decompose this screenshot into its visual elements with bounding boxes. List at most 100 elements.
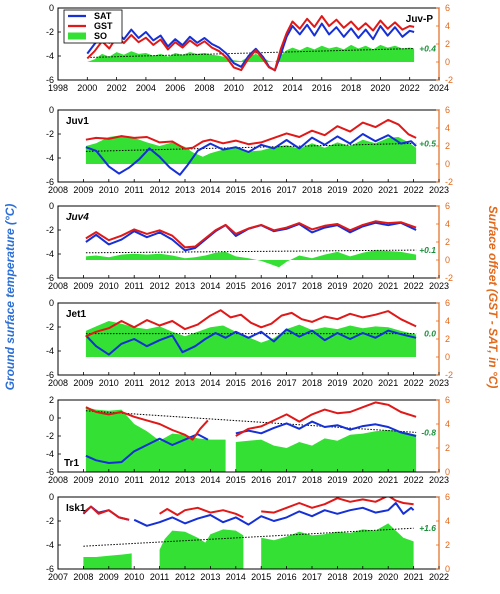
trend-line	[85, 142, 417, 152]
y-left-tick-label: 0	[49, 492, 54, 502]
y-left-tick-label: -6	[46, 467, 54, 477]
x-tick-label: 2014	[226, 572, 246, 582]
x-tick-label: 2023	[429, 281, 449, 291]
x-tick-label: 2021	[378, 281, 398, 291]
x-tick-label: 2012	[175, 572, 195, 582]
legend-swatch-so	[68, 32, 86, 40]
x-tick-label: 2019	[327, 475, 347, 485]
x-tick-label: 2022	[404, 281, 424, 291]
chart-panels: 1998 2000 2002 2004 2006 2008 2010 2012 2014 2016…	[46, 3, 453, 582]
plot-body	[82, 497, 415, 569]
x-tick-label: 2016	[251, 378, 271, 388]
trend-value-label: 0.0	[424, 329, 436, 339]
x-tick-label: 2017	[277, 185, 297, 195]
y-left-tick-label: 2	[49, 395, 54, 405]
x-tick-label: 2009	[73, 475, 93, 485]
panel-label: Juv4	[66, 212, 89, 223]
x-tick-label: 2009	[73, 378, 93, 388]
x-tick-label: 2021	[378, 378, 398, 388]
sat-line	[85, 328, 417, 356]
legend-label-sat: SAT	[94, 11, 112, 21]
x-tick-label: 2022	[429, 572, 449, 582]
x-tick-label: 2015	[226, 185, 246, 195]
x-tick-label: 2008	[73, 572, 93, 582]
sat-line	[86, 22, 415, 72]
x-tick-label: 1998	[48, 83, 68, 93]
y-axis-left-label: Ground surface temperature (°C)	[3, 204, 17, 391]
x-tick-label: 2013	[175, 185, 195, 195]
y-left-tick-label: -6	[46, 75, 54, 85]
y-right-tick-label: 2	[445, 39, 450, 49]
y-right-tick-label: 0	[445, 57, 450, 67]
x-tick-label: 2011	[150, 572, 169, 582]
gst-line	[235, 401, 417, 437]
y-left-tick-label: 0	[49, 105, 54, 115]
y-right-tick-label: -2	[445, 75, 453, 85]
y-right-tick-label: 6	[445, 298, 450, 308]
so-area	[235, 430, 417, 472]
x-tick-label: 2019	[353, 572, 373, 582]
gst-line	[82, 505, 130, 521]
sat-line	[235, 420, 417, 437]
x-tick-label: 2000	[77, 83, 97, 93]
x-tick-label: 2011	[125, 475, 144, 485]
panel-juv1: 2008 2009 2010 2011 2012 2013 2014 2015 2016 2017…	[46, 105, 453, 195]
trend-value-label: +0.5	[419, 138, 436, 148]
trend-value-label: +0.4	[419, 44, 436, 54]
y-right-tick-label: -2	[445, 370, 453, 380]
x-tick-label: 2010	[99, 185, 119, 195]
x-tick-label: 2018	[302, 185, 322, 195]
so-area	[83, 553, 132, 569]
x-tick-label: 2022	[404, 475, 424, 485]
x-tick-label: 2016	[251, 475, 271, 485]
x-tick-label: 2016	[251, 281, 271, 291]
sat-line	[85, 221, 417, 252]
y-left-tick-label: -4	[46, 346, 54, 356]
y-right-tick-label: 4	[445, 219, 450, 229]
plot-area	[58, 206, 439, 278]
x-tick-label: 2019	[327, 378, 347, 388]
x-tick-label: 2022	[404, 185, 424, 195]
y-right-tick-label: 0	[445, 255, 450, 265]
y-right-tick-label: 2	[445, 443, 450, 453]
y-right-tick-label: 0	[445, 467, 450, 477]
x-tick-label: 2011	[125, 281, 144, 291]
y-left-tick-label: -2	[46, 129, 54, 139]
y-right-tick-label: 2	[445, 237, 450, 247]
panel-isk1: 2007 2008 2009 2010 2011 2012 2013 2014 2015 2016…	[46, 492, 450, 582]
y-right-tick-label: 6	[445, 105, 450, 115]
x-tick-label: 2010	[99, 281, 119, 291]
x-tick-label: 2010	[224, 83, 244, 93]
panel-label: Juv1	[66, 116, 89, 127]
y-left-tick-label: -6	[46, 177, 54, 187]
y-right-tick-label: 0	[445, 352, 450, 362]
x-tick-label: 2008	[195, 83, 215, 93]
trend-line	[85, 249, 417, 254]
x-tick-label: 2017	[277, 378, 297, 388]
x-tick-label: 2002	[107, 83, 127, 93]
y-left-tick-label: -6	[46, 564, 54, 574]
x-tick-label: 2018	[302, 475, 322, 485]
x-tick-label: 2020	[378, 572, 398, 582]
plot-body	[85, 309, 417, 357]
so-area	[159, 529, 244, 569]
y-left-tick-label: -2	[46, 516, 54, 526]
plot-body	[85, 118, 417, 176]
gst-line	[85, 406, 209, 441]
y-right-tick-label: 4	[445, 419, 450, 429]
y-left-tick-label: -4	[46, 449, 54, 459]
x-tick-label: 2024	[429, 83, 449, 93]
panel-label: Juv-P	[406, 14, 434, 25]
x-tick-label: 2007	[48, 572, 68, 582]
x-tick-label: 2013	[175, 475, 195, 485]
x-tick-label: 2013	[175, 378, 195, 388]
y-right-tick-label: 6	[445, 492, 450, 502]
x-tick-label: 2017	[277, 475, 297, 485]
x-tick-label: 2014	[200, 185, 220, 195]
x-tick-label: 2012	[150, 281, 170, 291]
x-tick-label: 2021	[378, 475, 398, 485]
x-tick-label: 2015	[251, 572, 271, 582]
y-left-tick-label: 0	[49, 201, 54, 211]
